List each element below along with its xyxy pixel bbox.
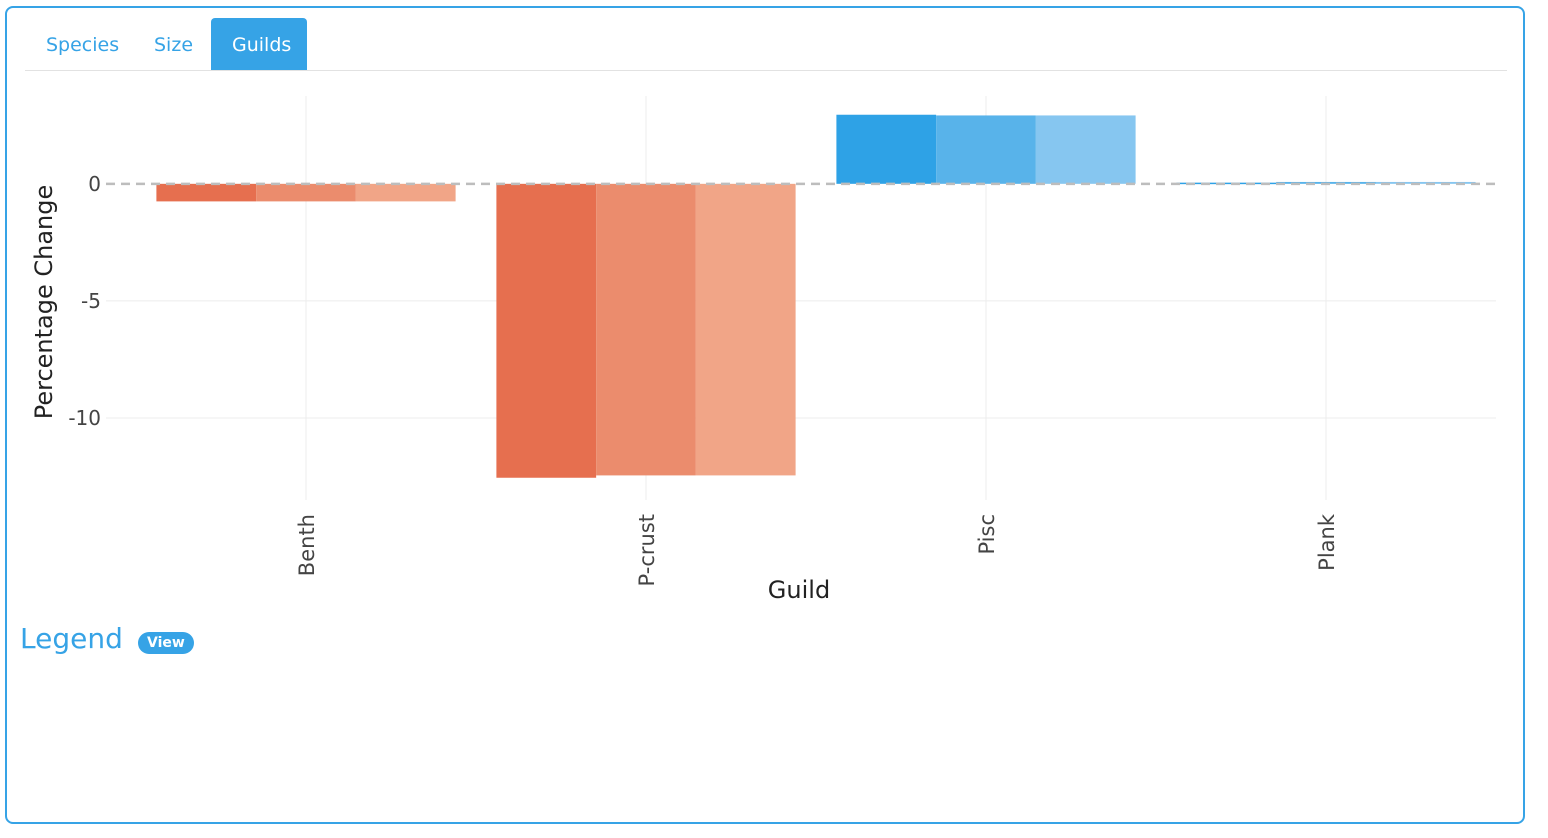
- tab-guilds[interactable]: Guilds: [211, 18, 307, 70]
- x-tick-label: Benth: [295, 514, 319, 576]
- y-axis-label: Percentage Change: [30, 185, 58, 420]
- bar-benth-3[interactable]: [355, 183, 456, 202]
- bars: [156, 114, 1476, 478]
- bar-benth-1[interactable]: [156, 183, 257, 202]
- x-tick-label: P-crust: [635, 514, 659, 586]
- bar-plank-1[interactable]: [1176, 182, 1277, 185]
- tab-species[interactable]: Species: [46, 34, 120, 56]
- y-tick-label: -5: [81, 289, 101, 313]
- y-tick-label: 0: [88, 172, 101, 196]
- bar-pisc-2[interactable]: [936, 115, 1036, 184]
- bar-p-crust-1[interactable]: [496, 183, 597, 478]
- tab-bar: Species Size Guilds: [25, 18, 1507, 71]
- bar-pisc-3[interactable]: [1035, 115, 1136, 184]
- bar-chart: 0 -5 -10 Benth P-crust Pisc Plank Percentage …: [30, 96, 1496, 604]
- bar-benth-2[interactable]: [256, 183, 356, 202]
- bar-p-crust-2[interactable]: [596, 183, 696, 476]
- x-axis-label: Guild: [768, 576, 830, 604]
- bar-plank-3[interactable]: [1375, 181, 1476, 184]
- bar-p-crust-3[interactable]: [695, 183, 796, 476]
- gridlines: [106, 96, 1496, 500]
- legend-title: Legend: [20, 622, 123, 655]
- bar-pisc-1[interactable]: [836, 114, 937, 184]
- y-tick-label: -10: [68, 406, 101, 430]
- x-ticks: Benth P-crust Pisc Plank: [295, 513, 1339, 586]
- y-ticks: 0 -5 -10: [68, 172, 101, 430]
- tab-size[interactable]: Size: [154, 34, 194, 56]
- x-tick-label: Plank: [1315, 513, 1339, 571]
- legend-view-button[interactable]: View: [138, 632, 194, 654]
- x-tick-label: Pisc: [975, 514, 999, 555]
